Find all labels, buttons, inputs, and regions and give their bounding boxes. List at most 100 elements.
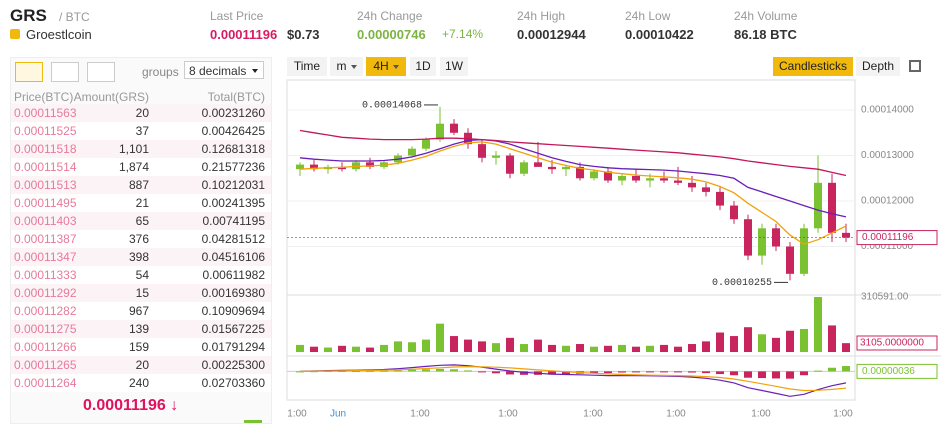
signal-line xyxy=(299,365,847,392)
interval-button[interactable]: 1D xyxy=(410,57,436,76)
view-button[interactable] xyxy=(15,62,43,82)
moving-average xyxy=(299,138,847,218)
stat-value: 0.00012944 xyxy=(517,27,586,42)
price: 0.00011265 xyxy=(14,358,77,372)
macd-bar xyxy=(646,371,654,373)
price-tag-label: 0.00011196 xyxy=(862,232,914,243)
total: 0.21577236 xyxy=(201,160,265,174)
volume-bar xyxy=(464,339,472,352)
price: 0.00011514 xyxy=(14,160,77,174)
volume-bar xyxy=(786,330,794,352)
total: 0.10212031 xyxy=(201,178,265,192)
coin-name: Groestlcoin xyxy=(26,27,92,42)
volume-bar xyxy=(520,344,528,352)
volume-top-label: 310591.00 xyxy=(861,292,909,303)
column-header: Price(BTC) xyxy=(14,90,74,104)
interval-button[interactable]: Time xyxy=(287,57,327,76)
candle-body xyxy=(604,171,612,181)
volume-bar xyxy=(814,297,822,352)
order-row: 0.00011264 240 0.02703360 xyxy=(11,374,271,392)
quote: / BTC xyxy=(59,10,90,24)
macd-bar xyxy=(506,371,514,375)
macd-bar xyxy=(562,371,570,375)
price: 0.00011282 xyxy=(14,304,77,318)
chart-frame xyxy=(286,79,856,401)
amount: 887 xyxy=(128,178,149,192)
volume-bar xyxy=(758,334,766,352)
amount: 1,874 xyxy=(118,160,149,174)
view-button[interactable] xyxy=(51,62,79,82)
macd-line xyxy=(299,364,847,397)
stat-extra: +7.14% xyxy=(442,27,484,41)
order-row: 0.00011525 37 0.00426425 xyxy=(11,122,271,140)
order-row: 0.00011514 1,874 0.21577236 xyxy=(11,158,271,176)
price: 0.00011518 xyxy=(14,142,77,156)
x-tick-label: 1:00 xyxy=(751,409,771,420)
amount: 20 xyxy=(135,106,149,120)
candle-body xyxy=(758,228,766,256)
last-price: 0.00011196 ↓ xyxy=(83,397,179,414)
macd-bar xyxy=(604,371,612,374)
interval-button[interactable]: 1W xyxy=(440,57,468,76)
x-tick-label: 1:00 xyxy=(410,409,430,420)
amount: 15 xyxy=(135,286,149,300)
volume-bar xyxy=(394,341,402,352)
amount: 1,101 xyxy=(118,142,149,156)
order-row: 0.00011292 15 0.00169380 xyxy=(11,284,271,302)
total: 0.00426425 xyxy=(201,124,265,138)
price: 0.00011563 xyxy=(14,106,77,120)
volume-bar xyxy=(548,344,556,352)
interval-button[interactable]: 4H xyxy=(366,57,406,76)
macd-bar xyxy=(450,369,458,372)
x-tick-label: Jun xyxy=(330,409,346,420)
volume-bar xyxy=(660,344,668,352)
macd-bar xyxy=(674,371,682,373)
groups-select[interactable]: 8 decimals xyxy=(184,61,264,79)
macd-bar xyxy=(758,371,766,379)
interval-label: m xyxy=(336,59,347,73)
total: 0.00611982 xyxy=(202,268,265,282)
amount: 967 xyxy=(128,304,149,318)
candle-body xyxy=(814,182,822,229)
amount: 159 xyxy=(128,340,149,354)
total: 0.00231260 xyxy=(201,106,265,120)
interval-button[interactable]: m xyxy=(330,57,363,76)
macd-bar xyxy=(772,371,780,379)
volume-bar xyxy=(352,346,360,352)
total: 0.00241395 xyxy=(201,196,265,210)
macd-bar xyxy=(590,371,598,374)
view-button[interactable] xyxy=(87,62,115,82)
x-tick-label: 1:00 xyxy=(498,409,518,420)
macd-bar xyxy=(828,367,836,372)
amount: 139 xyxy=(128,322,149,336)
volume-bar xyxy=(590,346,598,352)
volume-bar xyxy=(338,345,346,352)
macd-bar xyxy=(548,371,556,375)
candle-body xyxy=(674,180,682,183)
interval-label: Time xyxy=(293,59,321,73)
macd-bar xyxy=(422,369,430,372)
volume-bar xyxy=(366,347,374,352)
amount: 376 xyxy=(128,232,149,246)
volume-bar xyxy=(744,327,752,352)
macd-bar xyxy=(338,371,346,373)
stat-label: 24h Volume xyxy=(734,9,798,23)
volume-bar xyxy=(688,344,696,352)
candle-body xyxy=(590,171,598,179)
candle-body xyxy=(716,191,724,206)
price: 0.00011292 xyxy=(14,286,77,300)
candle-body xyxy=(786,246,794,274)
candle-body xyxy=(492,155,500,158)
total: 0.01791294 xyxy=(201,340,265,354)
view-button[interactable]: Depth xyxy=(856,57,900,76)
macd-bar xyxy=(366,370,374,372)
volume-bar xyxy=(702,341,710,352)
stat-label: Last Price xyxy=(210,9,264,23)
amount: 21 xyxy=(135,196,149,210)
price: 0.00011266 xyxy=(14,340,77,354)
fullscreen-icon xyxy=(909,60,921,72)
interval-label: 4H xyxy=(373,59,389,73)
moving-average xyxy=(299,129,847,177)
view-button[interactable]: Candlesticks xyxy=(773,57,853,76)
total: 0.10909694 xyxy=(201,304,265,318)
